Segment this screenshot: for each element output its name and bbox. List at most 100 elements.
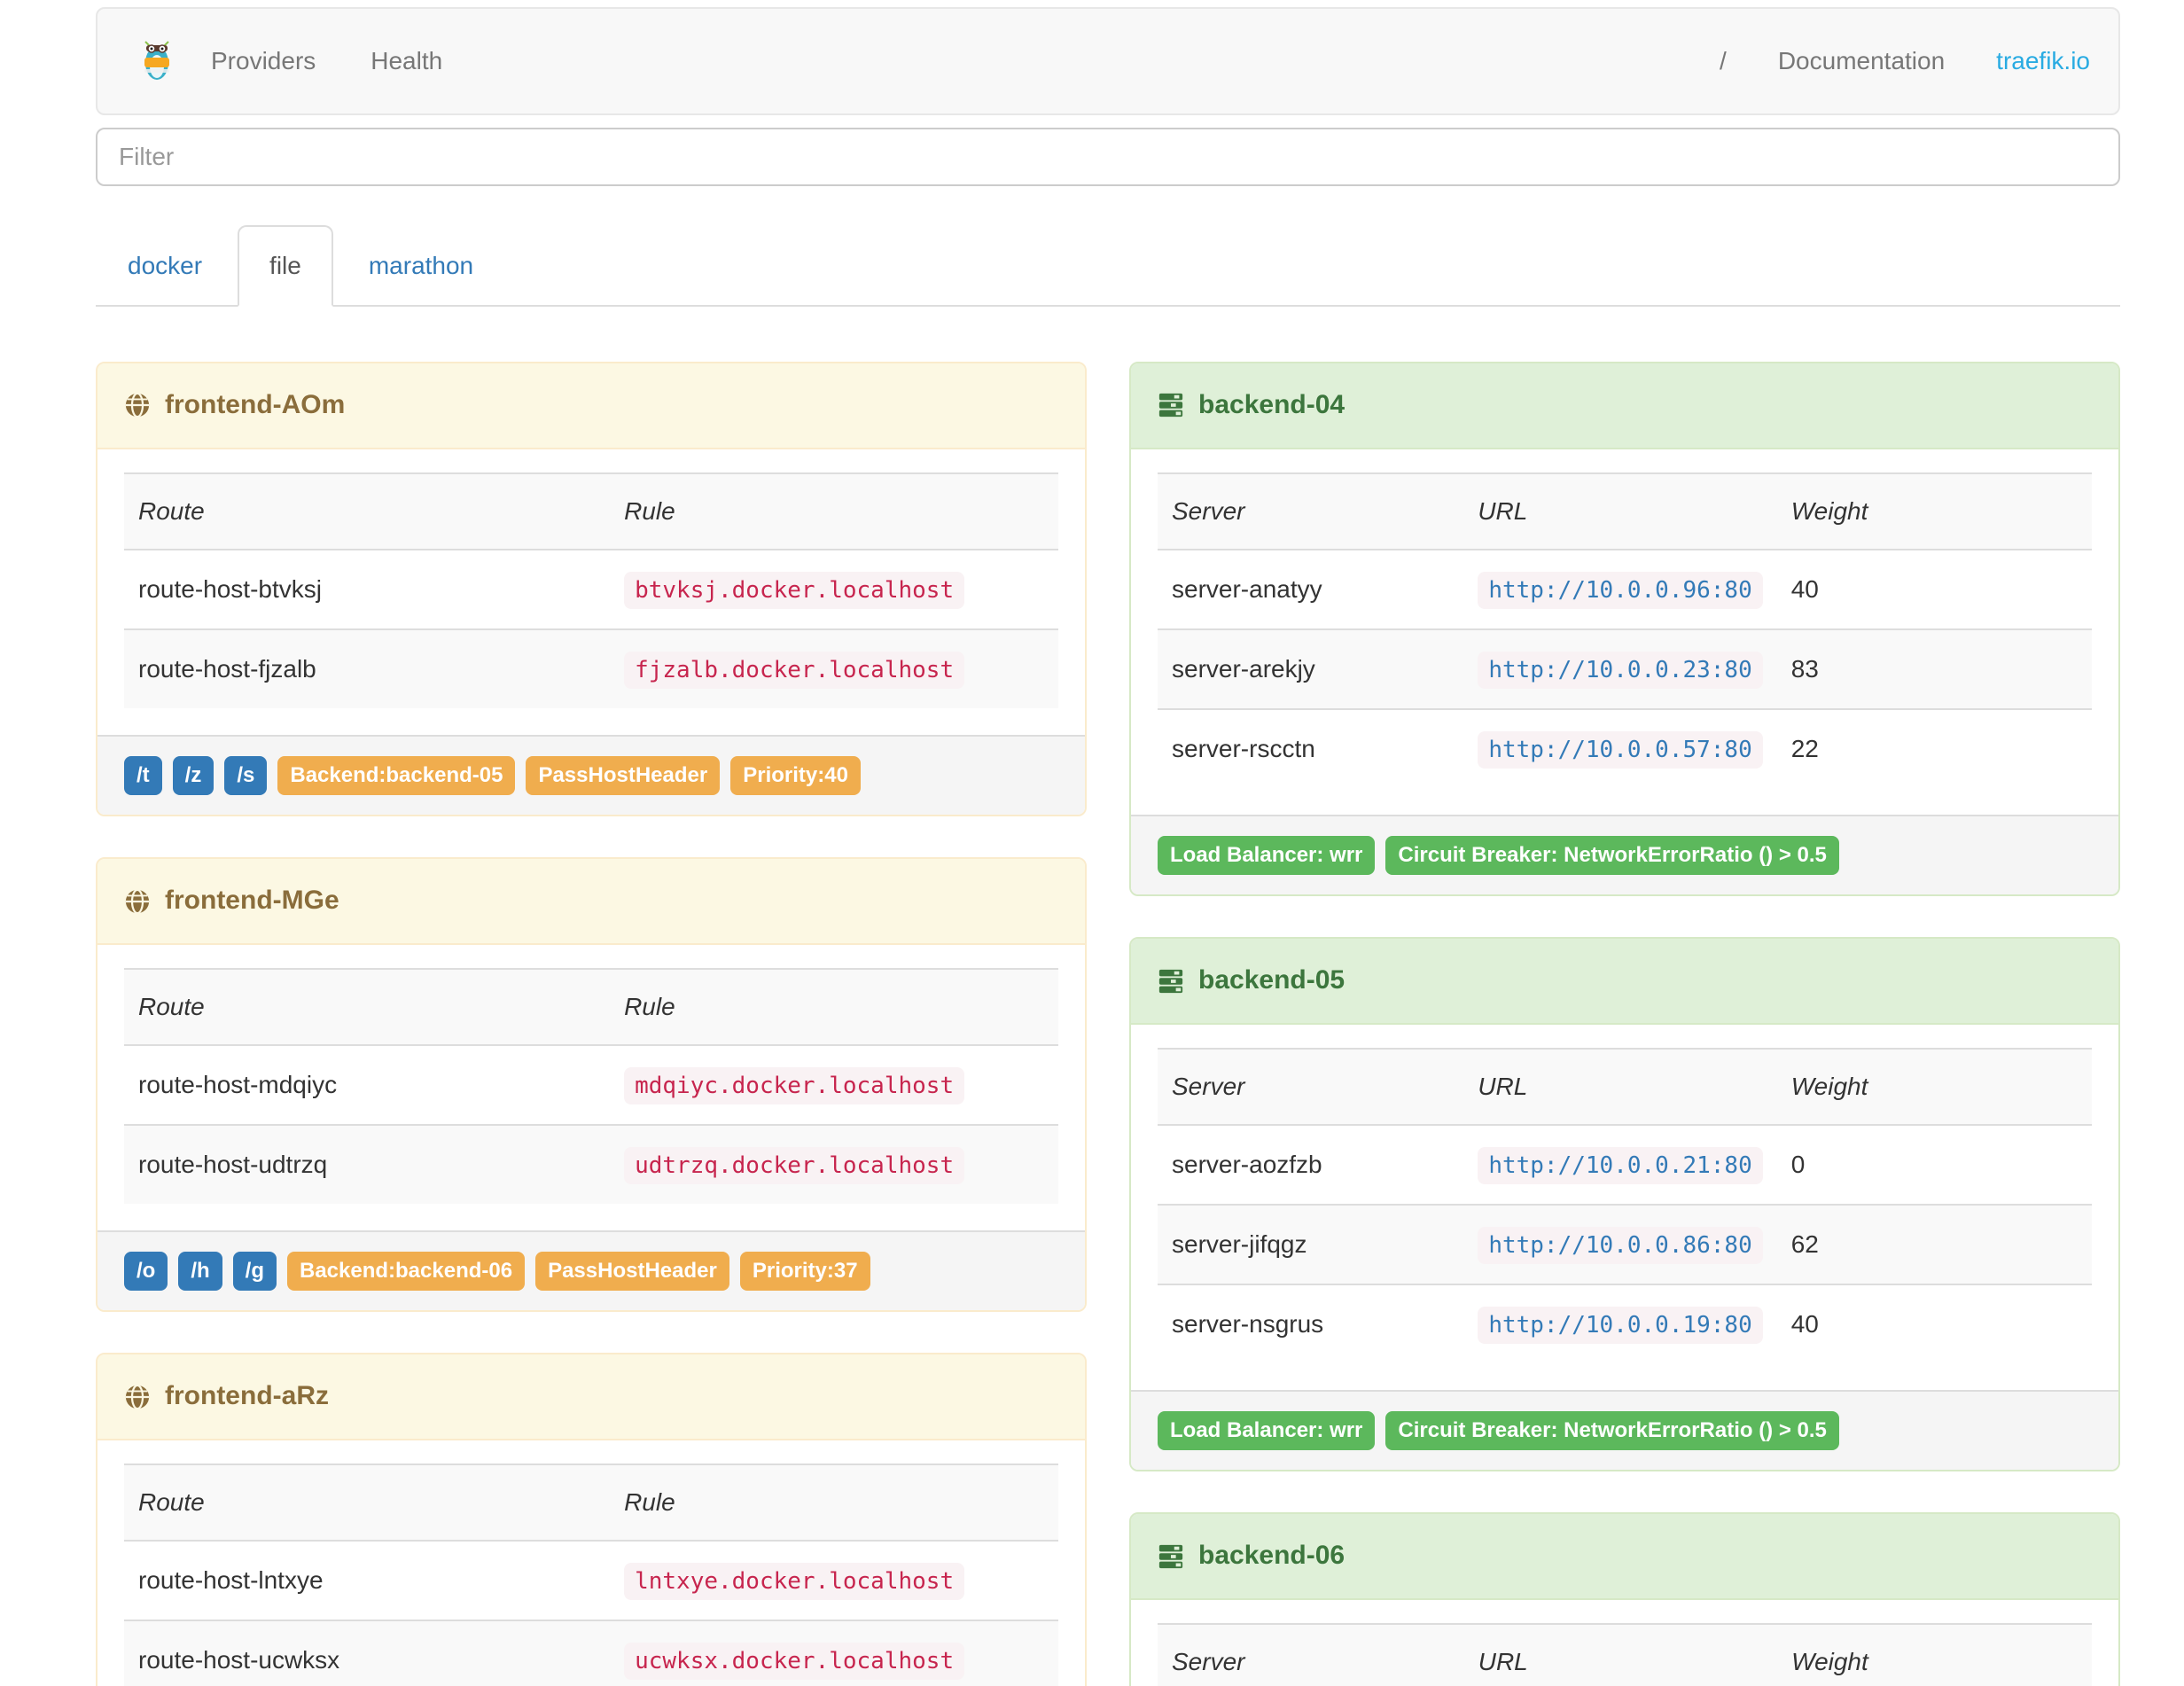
backend-title: backend-06: [1198, 1541, 1346, 1571]
server-weight: 40: [1776, 1284, 2092, 1364]
route-name: route-host-ucwksx: [124, 1620, 611, 1686]
nav-documentation[interactable]: Documentation: [1777, 47, 1946, 74]
backend-ref-label: Backend:backend-05: [277, 756, 516, 796]
passhostheader-label: PassHostHeader: [526, 756, 721, 796]
route-path-label: /t: [124, 756, 162, 796]
route-row: route-host-ucwksx ucwksx.docker.localhos…: [124, 1620, 1058, 1686]
nav-traefik-io[interactable]: traefik.io: [1996, 47, 2090, 74]
frontend-card-footer: /o /h /g Backend:backend-06 PassHostHead…: [98, 1230, 1085, 1311]
route-path-label: /g: [232, 1252, 277, 1292]
frontend-card-body: Route Rule route-host-mdqiyc mdqiyc.dock…: [98, 945, 1085, 1230]
servers-table: Server URL Weight server-aozfzb http://1…: [1158, 1048, 2092, 1364]
servers-table: Server URL Weight server-anatyy http://1…: [1158, 472, 2092, 789]
frontend-card-body: Route Rule route-host-btvksj btvksj.dock…: [98, 449, 1085, 735]
tab-marathon[interactable]: marathon: [368, 252, 474, 279]
backend-title: backend-04: [1198, 389, 1346, 419]
frontend-title: frontend-MGe: [165, 886, 339, 916]
server-name: server-jifqgz: [1158, 1204, 1464, 1285]
backend-ref-label: Backend:backend-06: [286, 1252, 526, 1292]
backend-card-body: Server URL Weight server-aozfzb http://1…: [1131, 1025, 2118, 1390]
priority-label: Priority:37: [739, 1252, 870, 1292]
column-header-server: Server: [1158, 1048, 1464, 1127]
server-stack-icon: [1158, 1543, 1184, 1570]
tab-file[interactable]: file: [238, 225, 333, 307]
route-path-label: /z: [172, 756, 214, 796]
traefik-gopher-icon: [144, 41, 169, 80]
rule-code: mdqiyc.docker.localhost: [624, 1066, 965, 1104]
column-header-url: URL: [1463, 1623, 1778, 1686]
cards-grid: frontend-AOm Route Rule route-host-btvks…: [96, 361, 2120, 1686]
traefik-dashboard: Providers Health / Documentation traefik…: [96, 0, 2120, 1686]
route-name: route-host-fjzalb: [124, 628, 611, 709]
route-name: route-host-mdqiyc: [138, 1071, 338, 1098]
column-header-server: Server: [1158, 472, 1464, 550]
backend-title: backend-05: [1198, 965, 1346, 995]
route-row: route-host-udtrzq udtrzq.docker.localhos…: [124, 1124, 1058, 1205]
route-path-label: /h: [178, 1252, 222, 1292]
backend-card-header: backend-04: [1131, 363, 2118, 449]
route-row: route-host-mdqiyc mdqiyc.docker.localhos…: [124, 1045, 1058, 1125]
backend-card-05: backend-05 Server URL Weight server-aozf…: [1129, 937, 2120, 1472]
navbar-right: / Documentation traefik.io: [1668, 43, 2090, 79]
globe-icon: [124, 392, 151, 418]
frontend-card-MGe: frontend-MGe Route Rule route-host-mdqiy…: [96, 857, 1087, 1313]
column-header-rule: Rule: [610, 472, 1058, 550]
traefik-logo[interactable]: [138, 40, 176, 82]
column-header-rule: Rule: [610, 967, 1058, 1046]
url-code: http://10.0.0.86:80: [1478, 1227, 1763, 1265]
column-header-weight: Weight: [1777, 1623, 2092, 1686]
server-name: server-aozfzb: [1172, 1151, 1322, 1179]
column-header-rule: Rule: [610, 1464, 1058, 1542]
rule-code: udtrzq.docker.localhost: [624, 1147, 965, 1185]
backend-card-body: Server URL Weight server-anatyy http://1…: [1131, 449, 2118, 815]
frontend-card-body: Route Rule route-host-lntxye lntxye.dock…: [98, 1440, 1085, 1686]
servers-table: Server URL Weight server-opbuop http://1…: [1158, 1623, 2092, 1686]
server-url-link[interactable]: http://10.0.0.96:80: [1478, 571, 1763, 609]
server-url-link[interactable]: http://10.0.0.57:80: [1478, 731, 1763, 769]
server-row: server-anatyy http://10.0.0.96:80 40: [1158, 550, 2092, 629]
routes-table: Route Rule route-host-btvksj btvksj.dock…: [124, 472, 1058, 709]
server-url-link[interactable]: http://10.0.0.19:80: [1478, 1307, 1763, 1345]
server-url-link[interactable]: http://10.0.0.23:80: [1478, 651, 1763, 689]
nav-providers[interactable]: Providers: [211, 47, 316, 74]
server-name: server-rscctn: [1158, 708, 1464, 789]
backend-card-06: backend-06 Server URL Weight server-opbu…: [1129, 1512, 2120, 1686]
server-weight: 22: [1776, 708, 2092, 789]
server-row: server-aozfzb http://10.0.0.21:80 0: [1158, 1125, 2092, 1205]
globe-icon: [124, 888, 151, 915]
server-name: server-anatyy: [1172, 574, 1322, 603]
server-stack-icon: [1158, 392, 1184, 418]
backend-card-footer: Load Balancer: wrr Circuit Breaker: Netw…: [1131, 1390, 2118, 1471]
backend-card-04: backend-04 Server URL Weight server-anat…: [1129, 361, 2120, 897]
server-weight: 0: [1790, 1151, 1806, 1179]
route-row: route-host-fjzalb fjzalb.docker.localhos…: [124, 628, 1058, 709]
load-balancer-label: Load Balancer: wrr: [1158, 836, 1376, 876]
filter-input[interactable]: [96, 128, 2120, 186]
backends-column: backend-04 Server URL Weight server-anat…: [1129, 361, 2120, 1686]
route-row: route-host-lntxye lntxye.docker.localhos…: [124, 1541, 1058, 1620]
circuit-breaker-label: Circuit Breaker: NetworkErrorRatio () > …: [1385, 1411, 1839, 1451]
nav-slash[interactable]: /: [1720, 47, 1727, 74]
backend-card-body: Server URL Weight server-opbuop http://1…: [1131, 1600, 2118, 1686]
frontend-card-aRz: frontend-aRz Route Rule route-host-lntxy…: [96, 1353, 1087, 1686]
frontend-card-header: frontend-aRz: [98, 1354, 1085, 1441]
rule-code: ucwksx.docker.localhost: [624, 1643, 965, 1681]
server-row: server-jifqgz http://10.0.0.86:80 62: [1158, 1204, 2092, 1285]
nav-health[interactable]: Health: [370, 47, 443, 74]
tab-docker[interactable]: docker: [128, 252, 203, 279]
server-weight: 40: [1790, 574, 1819, 603]
server-url-link[interactable]: http://10.0.0.21:80: [1478, 1147, 1763, 1185]
server-weight: 83: [1776, 628, 2092, 710]
backend-card-header: backend-05: [1131, 939, 2118, 1026]
url-code: http://10.0.0.23:80: [1478, 651, 1763, 689]
route-name: route-host-udtrzq: [124, 1124, 611, 1205]
column-header-weight: Weight: [1776, 472, 2092, 550]
provider-tabs: docker file marathon: [96, 225, 2120, 307]
frontend-card-AOm: frontend-AOm Route Rule route-host-btvks…: [96, 361, 1087, 817]
url-code: http://10.0.0.96:80: [1478, 571, 1763, 609]
column-header-route: Route: [124, 1464, 611, 1542]
column-header-url: URL: [1463, 472, 1777, 550]
server-url-link[interactable]: http://10.0.0.86:80: [1478, 1227, 1763, 1265]
server-name: server-nsgrus: [1158, 1284, 1464, 1364]
frontend-title: frontend-AOm: [165, 389, 346, 419]
